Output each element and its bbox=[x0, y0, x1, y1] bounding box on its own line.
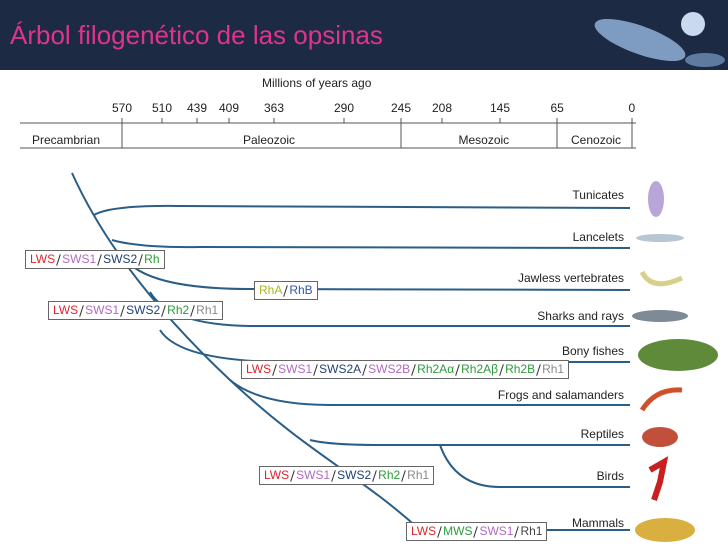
opsin-box: LWS SWS1 SWS2A SWS2B Rh2Aα Rh2Aβ Rh2B Rh1 bbox=[241, 360, 570, 379]
time-tick-label: 65 bbox=[550, 101, 564, 115]
opsin-name: MWS bbox=[443, 524, 473, 538]
opsin-name: Rh2B bbox=[505, 362, 536, 376]
opsin-name: SWS1 bbox=[296, 468, 331, 482]
bacteria-image bbox=[594, 12, 725, 67]
taxon-label: Jawless vertebrates bbox=[517, 271, 624, 285]
opsin-name: Rh2Aβ bbox=[461, 362, 499, 376]
animal-icons bbox=[632, 181, 718, 542]
taxon-label: Frogs and salamanders bbox=[497, 388, 624, 402]
opsin-name: SWS2A bbox=[319, 362, 362, 376]
opsin-name: SWS2 bbox=[103, 252, 138, 266]
opsin-name: SWS1 bbox=[278, 362, 313, 376]
era-label: Mesozoic bbox=[458, 133, 510, 147]
separator bbox=[372, 469, 377, 482]
timeline-label: Millions of years ago bbox=[262, 76, 372, 90]
opsin-box: LWS MWS SWS1 Rh1 bbox=[406, 522, 548, 541]
separator bbox=[401, 469, 407, 482]
opsin-name: Rh1 bbox=[542, 362, 565, 376]
time-tick-label: 245 bbox=[391, 101, 412, 115]
separator bbox=[120, 304, 125, 317]
time-tick-label: 363 bbox=[264, 101, 285, 115]
time-tick-label: 145 bbox=[490, 101, 511, 115]
opsin-name: SWS1 bbox=[85, 303, 120, 317]
time-tick-label: 208 bbox=[432, 101, 453, 115]
opsin-name: SWS2B bbox=[368, 362, 411, 376]
separator bbox=[514, 525, 520, 538]
separator bbox=[499, 363, 504, 376]
separator bbox=[272, 363, 277, 376]
time-tick-label: 570 bbox=[112, 101, 133, 115]
opsin-name: LWS bbox=[53, 303, 79, 317]
time-tick-label: 0 bbox=[628, 101, 636, 115]
opsin-box: LWS SWS1 SWS2 Rh bbox=[25, 250, 165, 269]
opsin-name: Rh bbox=[144, 252, 160, 266]
opsin-name: SWS1 bbox=[479, 524, 514, 538]
taxon-label: Reptiles bbox=[580, 427, 624, 441]
separator bbox=[473, 525, 479, 538]
opsin-name: Rh2 bbox=[167, 303, 190, 317]
taxon-label: Birds bbox=[596, 469, 624, 483]
opsin-name: LWS bbox=[246, 362, 272, 376]
taxon-label: Tunicates bbox=[572, 188, 624, 202]
separator bbox=[283, 284, 289, 297]
opsin-name: SWS1 bbox=[62, 252, 97, 266]
opsin-name: Rh1 bbox=[196, 303, 219, 317]
time-tick-label: 409 bbox=[219, 101, 240, 115]
taxon-label: Lancelets bbox=[572, 230, 624, 244]
taxon-label: Mammals bbox=[571, 516, 624, 530]
slide-title: Árbol filogenético de las opsinas bbox=[10, 20, 383, 50]
separator bbox=[536, 363, 541, 376]
opsin-name: Rh2Aα bbox=[417, 362, 455, 376]
separator bbox=[56, 253, 61, 266]
timeline-frame bbox=[20, 118, 636, 149]
separator bbox=[97, 253, 102, 266]
time-tick-label: 290 bbox=[334, 101, 355, 115]
opsin-name: Rh1 bbox=[520, 524, 543, 538]
taxon-label: Bony fishes bbox=[561, 344, 624, 358]
taxon-label: Sharks and rays bbox=[537, 309, 624, 323]
opsin-name: Rh1 bbox=[407, 468, 430, 482]
opsin-name: SWS2 bbox=[126, 303, 161, 317]
opsin-name: LWS bbox=[264, 468, 290, 482]
opsin-box: LWS SWS1 SWS2 Rh2 Rh1 bbox=[48, 301, 224, 320]
era-label: Precambrian bbox=[32, 133, 101, 147]
separator bbox=[161, 304, 166, 317]
time-tick-label: 439 bbox=[187, 101, 208, 115]
time-tick-label: 510 bbox=[152, 101, 173, 115]
separator bbox=[313, 363, 318, 376]
separator bbox=[455, 363, 460, 376]
era-label: Paleozoic bbox=[243, 133, 296, 147]
opsin-name: Rh2 bbox=[378, 468, 401, 482]
separator bbox=[190, 304, 196, 317]
separator bbox=[362, 363, 367, 376]
separator bbox=[331, 469, 336, 482]
opsin-name: RhB bbox=[289, 283, 313, 297]
separator bbox=[437, 525, 442, 538]
era-label: Cenozoic bbox=[571, 133, 622, 147]
opsin-name: SWS2 bbox=[337, 468, 372, 482]
opsin-name: LWS bbox=[30, 252, 56, 266]
separator bbox=[290, 469, 295, 482]
opsin-name: RhA bbox=[259, 283, 283, 297]
opsin-box: LWS SWS1 SWS2 Rh2 Rh1 bbox=[259, 466, 435, 485]
opsin-box: RhA RhB bbox=[254, 281, 318, 300]
separator bbox=[79, 304, 84, 317]
separator bbox=[411, 363, 417, 376]
opsin-name: LWS bbox=[411, 524, 437, 538]
separator bbox=[138, 253, 143, 266]
